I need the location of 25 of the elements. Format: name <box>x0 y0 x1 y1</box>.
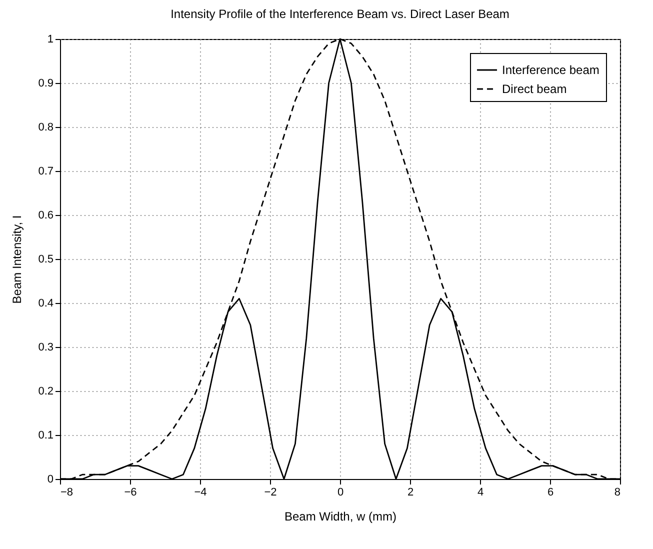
x-tick-label: −8 <box>60 486 74 498</box>
x-tick-label: −4 <box>194 486 207 498</box>
chart-title: Intensity Profile of the Interference Beam vs. Direct Laser Beam <box>170 7 510 21</box>
x-tick-label: 6 <box>547 486 554 498</box>
legend-label: Direct beam <box>502 82 567 96</box>
x-tick-label: 4 <box>477 486 484 498</box>
y-tick-label: 0.8 <box>38 122 54 134</box>
x-axis-title: Beam Width, w (mm) <box>284 510 397 524</box>
y-tick-label: 1 <box>47 34 54 46</box>
y-tick-label: 0.4 <box>38 298 54 310</box>
y-tick-label: 0.9 <box>38 78 54 90</box>
y-tick-label: 0.7 <box>38 166 54 178</box>
y-axis-title: Beam Intensity, I <box>10 215 24 304</box>
x-tick-label: 2 <box>407 486 414 498</box>
x-tick-label: −2 <box>264 486 277 498</box>
y-tick-label: 0.3 <box>38 342 54 354</box>
x-tick-label: 8 <box>614 486 620 498</box>
y-tick-label: 0.1 <box>38 430 54 442</box>
legend-label: Interference beam <box>502 63 600 77</box>
y-tick-label: 0 <box>47 474 54 486</box>
x-tick-label: −6 <box>124 486 137 498</box>
y-tick-label: 0.2 <box>38 386 54 398</box>
y-tick-label: 0.6 <box>38 210 54 222</box>
x-tick-label: 0 <box>337 486 344 498</box>
y-tick-label: 0.5 <box>38 254 54 266</box>
